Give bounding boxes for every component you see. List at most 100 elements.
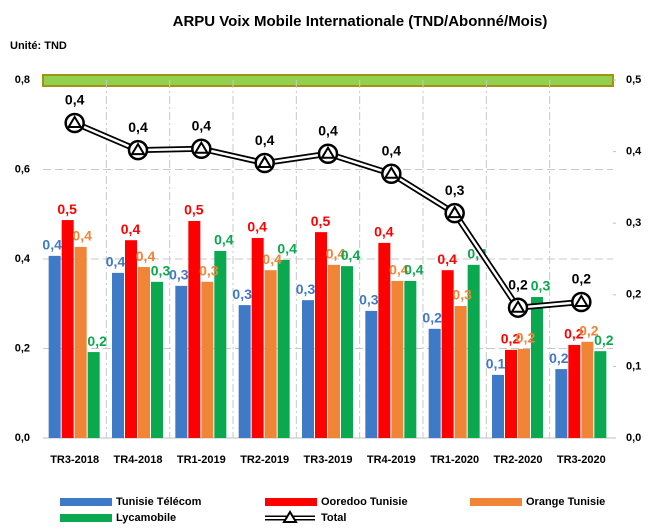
bar	[568, 344, 581, 438]
value-label: 0,4	[247, 219, 267, 235]
legend-marker	[282, 510, 298, 523]
y2-tick-label: 0,1	[626, 360, 641, 372]
bar	[391, 280, 404, 438]
total-value-label: 0,4	[255, 132, 275, 148]
bar	[188, 220, 201, 438]
value-label: 0,2	[579, 322, 599, 338]
bar	[201, 281, 214, 438]
y-tick-label: 0,6	[15, 163, 30, 175]
value-label: 0,2	[516, 330, 536, 346]
value-label: 0,3	[151, 263, 171, 279]
total-marker-triangle	[383, 165, 400, 179]
value-label: 0,4	[121, 221, 141, 237]
bar	[581, 341, 594, 438]
bar	[378, 242, 391, 438]
value-label: 0,2	[422, 310, 442, 326]
total-marker-triangle	[320, 145, 336, 159]
bar	[328, 264, 340, 438]
bar	[428, 328, 441, 438]
legend-label: Ooredoo Tunisie	[321, 496, 408, 508]
value-label: 0,5	[57, 201, 77, 217]
total-value-label: 0,4	[382, 142, 402, 158]
bar	[315, 232, 327, 438]
y2-tick-label: 0,2	[626, 289, 641, 301]
total-value-label: 0,2	[572, 271, 592, 287]
total-marker-triangle	[510, 299, 526, 313]
legend-swatch	[470, 498, 522, 506]
x-tick-label: TR2-2020	[494, 454, 543, 466]
bar	[125, 240, 137, 438]
total-marker-triangle	[256, 155, 273, 169]
value-label: 0,3	[452, 287, 472, 303]
x-tick-label: TR1-2019	[177, 454, 226, 466]
value-label: 0,3	[296, 281, 316, 297]
x-tick-label: TR3-2018	[50, 454, 99, 466]
y2-tick-label: 0,3	[626, 217, 641, 229]
total-marker-triangle	[193, 140, 210, 154]
bar	[175, 285, 188, 438]
x-tick-label: TR3-2020	[557, 454, 606, 466]
value-label: 0,4	[262, 251, 282, 267]
legend-label: Total	[321, 512, 346, 524]
total-marker-triangle	[66, 115, 83, 128]
bar	[404, 280, 417, 438]
value-label: 0,3	[232, 286, 252, 302]
y-tick-label: 0,0	[15, 432, 30, 444]
bar	[594, 351, 607, 438]
bar	[74, 246, 87, 438]
bar	[531, 297, 543, 438]
bar	[555, 369, 568, 438]
value-label: 0,4	[404, 262, 424, 278]
value-label: 0,4	[72, 228, 92, 244]
value-label: 0,3	[359, 292, 379, 308]
total-marker-triangle	[573, 294, 590, 307]
bar	[214, 250, 227, 438]
value-label: 0,4	[341, 247, 361, 263]
x-tick-label: TR4-2018	[114, 454, 163, 466]
bar	[112, 272, 124, 438]
legend-swatch	[60, 514, 112, 522]
value-label: 0,2	[87, 333, 107, 349]
value-label: 0,4	[437, 251, 457, 267]
bar	[61, 220, 74, 438]
bar	[505, 349, 517, 438]
value-label: 0,4	[389, 262, 409, 278]
bar	[264, 270, 277, 438]
y2-tick-label: 0,5	[626, 74, 641, 86]
value-label: 0,3	[199, 263, 219, 279]
value-label: 0,4	[277, 241, 297, 257]
y-tick-label: 0,8	[15, 74, 30, 86]
total-value-label: 0,4	[128, 119, 148, 135]
x-tick-label: TR3-2019	[304, 454, 353, 466]
total-value-label: 0,4	[192, 117, 212, 133]
bar	[302, 300, 314, 438]
bar	[441, 270, 454, 438]
total-marker-triangle	[446, 205, 463, 219]
value-label: 0,2	[501, 331, 521, 347]
bar	[48, 255, 61, 438]
value-label: 0,1	[486, 356, 506, 372]
bar	[341, 266, 353, 438]
value-label: 0,4	[136, 248, 156, 264]
x-tick-label: TR4-2019	[367, 454, 416, 466]
bar	[238, 305, 251, 438]
bar	[87, 352, 100, 438]
legend-swatch	[60, 498, 112, 506]
total-marker-triangle	[130, 142, 146, 156]
bar	[151, 281, 163, 438]
bar	[518, 348, 530, 438]
value-label: 0,5	[311, 213, 331, 229]
legend-label: Orange Tunisie	[526, 496, 605, 508]
value-label: 0,5	[184, 202, 204, 218]
value-label: 0,3	[531, 278, 551, 294]
legend-label: Tunisie Télécom	[116, 496, 202, 508]
bar	[467, 264, 480, 438]
legend-label: Lycamobile	[116, 512, 176, 524]
value-label: 0,2	[564, 326, 584, 342]
value-label: 0,4	[42, 237, 62, 253]
value-label: 0,4	[106, 254, 126, 270]
legend-swatch	[265, 498, 317, 506]
value-label: 0,4	[214, 232, 234, 248]
bar	[277, 259, 290, 438]
